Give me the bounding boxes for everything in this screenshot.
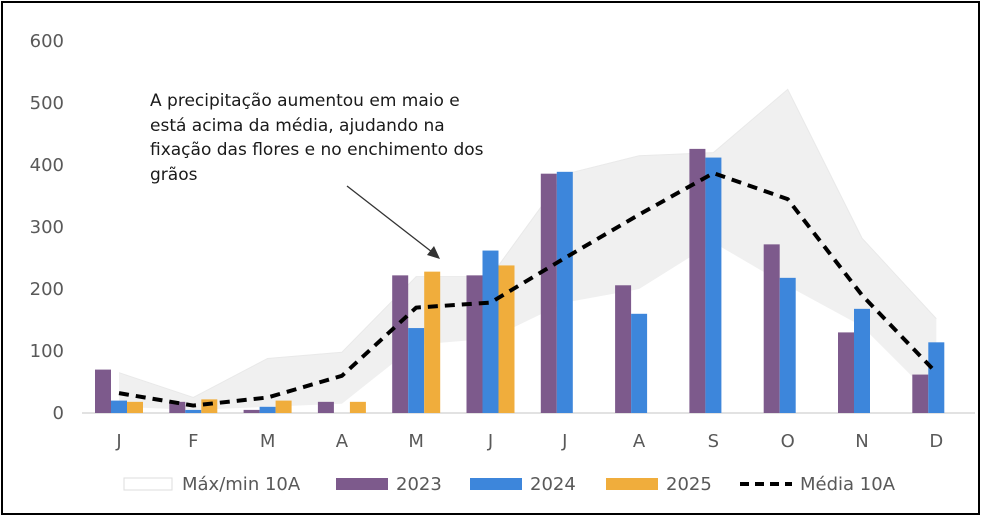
- y-tick-label: 100: [30, 341, 64, 362]
- bar-2025: [127, 401, 143, 413]
- y-tick-label: 300: [30, 217, 64, 238]
- bar-2025: [349, 401, 366, 413]
- y-tick-label: 400: [30, 155, 64, 176]
- bar-2024: [705, 157, 722, 413]
- bar-2023: [95, 369, 111, 413]
- band-area: [119, 89, 937, 410]
- bar-2023: [763, 244, 780, 413]
- y-tick-label: 500: [30, 93, 64, 114]
- x-tick-label: A: [633, 431, 646, 452]
- bar-2024: [928, 342, 945, 413]
- x-tick-label: M: [260, 431, 276, 452]
- legend-label-2024: 2024: [530, 474, 576, 495]
- bar-2023: [838, 332, 854, 413]
- bar-2025: [275, 400, 292, 413]
- annotation-arrow-head: [427, 246, 440, 259]
- x-tick-label: N: [855, 431, 868, 452]
- bar-2024: [185, 409, 202, 413]
- legend-swatch-band: [123, 477, 173, 491]
- bar-2023: [317, 401, 334, 413]
- average-line: [118, 171, 938, 408]
- bar-2024: [408, 328, 425, 413]
- x-tick-label: O: [781, 431, 795, 452]
- bar-2023: [912, 374, 929, 413]
- legend-label-2023: 2023: [396, 474, 442, 495]
- annotation-line-1: A precipitação aumentou em maio e: [150, 91, 460, 111]
- x-tick-label: M: [408, 431, 424, 452]
- legend-swatch-2023: [336, 478, 388, 490]
- bar-2023: [392, 275, 409, 413]
- x-tick-label: J: [487, 431, 493, 452]
- legend-label-average: Média 10A: [800, 474, 896, 495]
- bar-2025: [424, 271, 441, 413]
- x-tick-label: A: [336, 431, 349, 452]
- legend-label-2025: 2025: [666, 474, 712, 495]
- x-tick-label: S: [708, 431, 719, 452]
- x-tick-label: D: [929, 431, 943, 452]
- bar-2024: [259, 406, 276, 413]
- y-tick-label: 200: [30, 279, 64, 300]
- bar-2023: [466, 275, 483, 413]
- x-tick-label: J: [115, 431, 121, 452]
- bar-2024: [111, 400, 127, 413]
- annotation-line-3: fixação das flores e no enchimento dos: [150, 140, 484, 160]
- bar-2025: [498, 265, 515, 413]
- bar-2024: [482, 250, 499, 413]
- x-tick-label: J: [561, 431, 567, 452]
- bar-2023: [689, 148, 706, 413]
- bar-2024: [631, 313, 648, 413]
- legend-swatch-2024: [470, 478, 522, 490]
- bar-2023: [243, 409, 260, 413]
- annotation-line-4: grãos: [150, 165, 198, 185]
- bar-2024: [779, 277, 796, 413]
- legend-swatch-2025: [606, 478, 658, 490]
- annotation-line-2: está acima da média, ajudando na: [150, 116, 445, 136]
- bar-2023: [540, 173, 557, 413]
- annotation-arrow: [346, 185, 433, 253]
- bar-2024: [556, 171, 573, 413]
- bar-2023: [615, 285, 632, 413]
- bar-2023: [169, 401, 186, 413]
- x-tick-label: F: [188, 431, 198, 452]
- legend-label-band: Máx/min 10A: [182, 474, 301, 495]
- bar-2024: [854, 308, 870, 413]
- y-tick-label: 600: [30, 31, 64, 52]
- band-max-line: [118, 88, 937, 399]
- y-tick-label: 0: [53, 403, 64, 424]
